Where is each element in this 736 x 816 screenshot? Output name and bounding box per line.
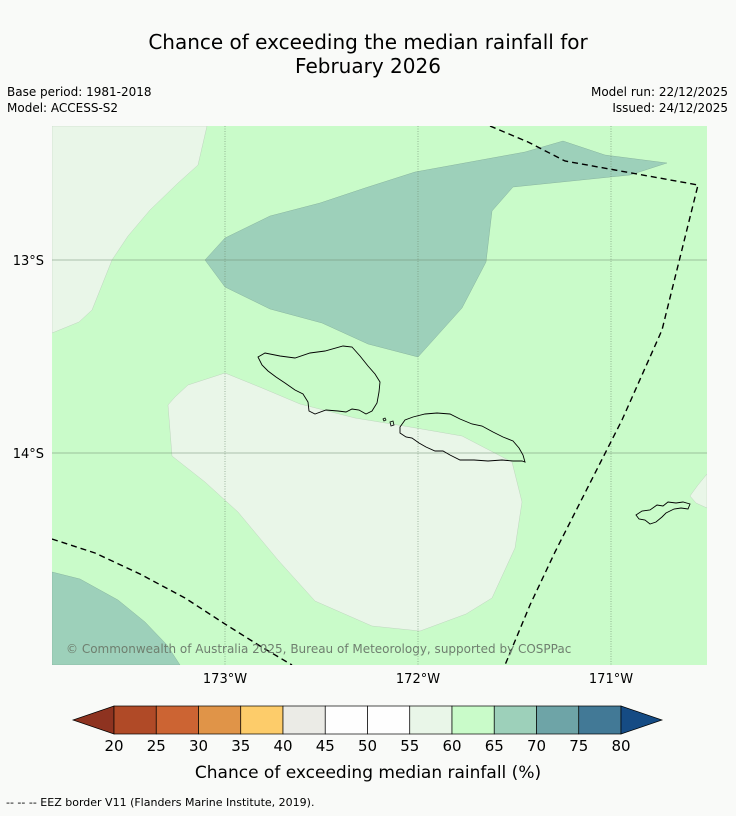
lat-label-13S: 13°S <box>13 254 44 269</box>
colorbar-segment <box>493 705 537 735</box>
tutuila-island-coastline <box>635 501 691 525</box>
colorbar-tick-label: 30 <box>189 737 208 755</box>
colorbar-segment <box>536 705 580 735</box>
colorbar-title: Chance of exceeding median rainfall (%) <box>195 763 541 783</box>
colorbar-segment <box>282 705 326 735</box>
meta-left: Base period: 1981-2018 Model: ACCESS-S2 <box>7 84 152 116</box>
lon-label-172W: 172°W <box>396 672 440 687</box>
chart-title: Chance of exceeding the median rainfall … <box>0 30 736 78</box>
savaii-island-coastline <box>257 345 381 415</box>
colorbar-overflow-arrow <box>620 705 664 735</box>
colorbar-tick-label: 75 <box>569 737 588 755</box>
title-line-1: Chance of exceeding the median rainfall … <box>148 30 588 54</box>
model-name: Model: ACCESS-S2 <box>7 101 119 115</box>
contour-65-70-southwest <box>52 571 181 665</box>
colorbar-segment <box>240 705 284 735</box>
colorbar-tick-label: 65 <box>485 737 504 755</box>
contour-55-60-south <box>167 372 523 632</box>
colorbar-segment <box>578 705 622 735</box>
manono-island-coastline <box>389 420 395 427</box>
meta-right: Model run: 22/12/2025 Issued: 24/12/2025 <box>591 84 728 116</box>
lat-labels: 13°S 14°S <box>13 254 44 462</box>
colorbar-underflow-arrow <box>71 705 115 735</box>
colorbar-tick-label: 20 <box>104 737 123 755</box>
colorbar-tick-label: 40 <box>273 737 292 755</box>
model-run: Model run: 22/12/2025 <box>590 85 728 99</box>
colorbar-segment <box>198 705 242 735</box>
colorbar-segment <box>367 705 411 735</box>
colorbar-tick-label: 35 <box>231 737 250 755</box>
colorbar-segment <box>451 705 495 735</box>
eez-border-east <box>489 126 699 665</box>
gridlines <box>52 126 707 665</box>
upolu-island-coastline <box>399 412 526 463</box>
colorbar-segment <box>324 705 368 735</box>
colorbar-segment <box>113 705 157 735</box>
colorbar-tick-label: 70 <box>527 737 546 755</box>
map-area: © Commonwealth of Australia 2025, Bureau… <box>52 126 707 665</box>
contour-65-70-north <box>204 140 668 358</box>
colorbar-tick-label: 45 <box>316 737 335 755</box>
contour-55-60-east-edge <box>689 473 707 509</box>
contour-55-60-northwest <box>52 126 208 334</box>
colorbar-segment <box>155 705 199 735</box>
colorbar-tick-label: 80 <box>611 737 630 755</box>
issued-date: Issued: 24/12/2025 <box>612 101 728 115</box>
colorbar-tick-label: 50 <box>358 737 377 755</box>
eez-border-southwest <box>52 538 293 665</box>
colorbar-tick-label: 60 <box>442 737 461 755</box>
title-line-2: February 2026 <box>295 54 441 78</box>
lat-label-14S: 14°S <box>13 447 44 462</box>
base-period: Base period: 1981-2018 <box>7 85 152 99</box>
apolima-island-coastline <box>382 417 387 422</box>
colorbar-tick-label: 55 <box>400 737 419 755</box>
colorbar: 20 25 30 35 40 45 50 55 60 65 70 75 80 <box>71 705 664 755</box>
lon-labels: 173°W 172°W 171°W <box>203 672 633 687</box>
lon-label-171W: 171°W <box>589 672 633 687</box>
colorbar-segment <box>409 705 453 735</box>
footer-note: -- -- -- EEZ border V11 (Flanders Marine… <box>6 796 315 809</box>
colorbar-tick-label: 25 <box>147 737 166 755</box>
copyright-text: © Commonwealth of Australia 2025, Bureau… <box>66 642 571 656</box>
lon-label-173W: 173°W <box>203 672 247 687</box>
